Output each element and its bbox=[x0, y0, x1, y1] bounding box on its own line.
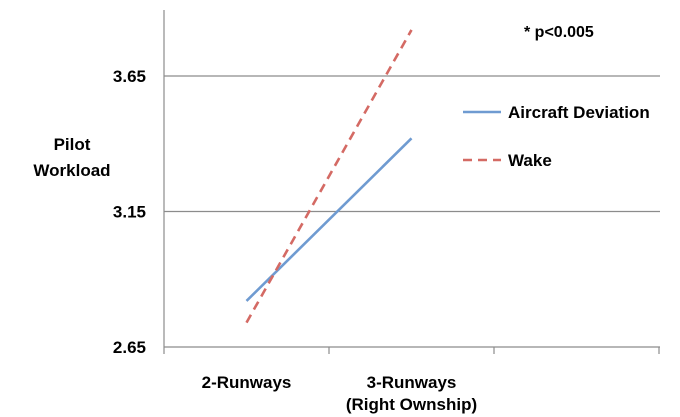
x-tick-marks bbox=[163, 347, 660, 354]
x-category-label: 2-Runways bbox=[202, 373, 292, 392]
significance-annotation: * p<0.005 bbox=[524, 24, 594, 41]
gridlines bbox=[164, 75, 660, 213]
legend-label: Aircraft Deviation bbox=[508, 103, 650, 122]
x-category-label: (Right Ownship) bbox=[346, 395, 477, 414]
y-axis-title-line-2: Workload bbox=[33, 161, 110, 180]
series-line-wake bbox=[245, 29, 413, 324]
y-tick-labels: 2.65 3.15 3.65 bbox=[113, 67, 146, 357]
y-tick-label: 3.15 bbox=[113, 203, 146, 222]
y-tick-label: 2.65 bbox=[113, 338, 146, 357]
series-line-aircraft-deviation bbox=[245, 137, 413, 302]
legend-label: Wake bbox=[508, 151, 552, 170]
x-category-labels: 2-Runways 3-Runways (Right Ownship) bbox=[202, 373, 478, 414]
y-tick-label: 3.65 bbox=[113, 67, 146, 86]
x-category-label: 3-Runways bbox=[367, 373, 457, 392]
legend: Aircraft Deviation Wake bbox=[463, 103, 650, 170]
y-axis-title-line-1: Pilot bbox=[54, 135, 91, 154]
series-lines bbox=[245, 29, 413, 324]
